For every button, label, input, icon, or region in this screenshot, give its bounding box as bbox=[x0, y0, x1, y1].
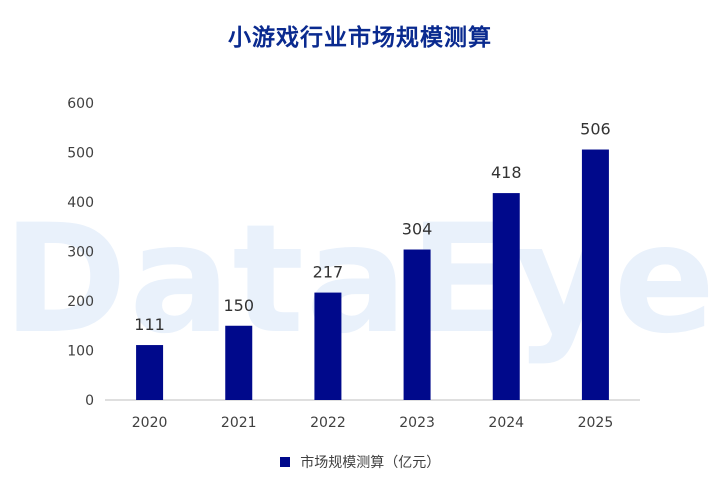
x-axis-ticks: 2020 2021 2022 2023 2024 2025 bbox=[132, 415, 613, 431]
legend: 市场规模测算（亿元） bbox=[0, 452, 720, 472]
y-tick-label: 100 bbox=[67, 344, 94, 360]
data-label: 304 bbox=[402, 220, 433, 239]
data-labels: 111 150 217 304 418 506 bbox=[134, 120, 610, 335]
x-tick-label: 2025 bbox=[578, 415, 614, 431]
data-label: 217 bbox=[313, 263, 344, 282]
legend-swatch bbox=[279, 457, 290, 467]
bar-series bbox=[136, 149, 609, 400]
chart-title: 小游戏行业市场规模测算 bbox=[228, 25, 492, 51]
x-tick-label: 2023 bbox=[399, 415, 435, 431]
y-tick-label: 500 bbox=[67, 146, 94, 162]
y-tick-label: 400 bbox=[67, 195, 94, 211]
y-tick-label: 200 bbox=[67, 294, 94, 310]
y-axis-ticks: 0 100 200 300 400 500 600 bbox=[67, 96, 94, 409]
data-label: 506 bbox=[580, 120, 611, 139]
x-tick-label: 2020 bbox=[132, 415, 168, 431]
bar bbox=[225, 325, 253, 400]
y-tick-label: 600 bbox=[67, 96, 94, 112]
bar bbox=[492, 193, 520, 400]
y-tick-label: 300 bbox=[67, 245, 94, 261]
bar bbox=[136, 345, 164, 400]
data-label: 418 bbox=[491, 163, 522, 182]
bar bbox=[403, 249, 431, 400]
x-tick-label: 2021 bbox=[221, 415, 257, 431]
legend-label: 市场规模测算（亿元） bbox=[300, 455, 441, 471]
data-label: 150 bbox=[223, 296, 254, 315]
data-label: 111 bbox=[134, 315, 165, 334]
y-tick-label: 0 bbox=[85, 393, 94, 409]
bar bbox=[581, 149, 609, 400]
x-tick-label: 2022 bbox=[310, 415, 346, 431]
x-tick-label: 2024 bbox=[488, 415, 524, 431]
bar bbox=[314, 292, 342, 400]
